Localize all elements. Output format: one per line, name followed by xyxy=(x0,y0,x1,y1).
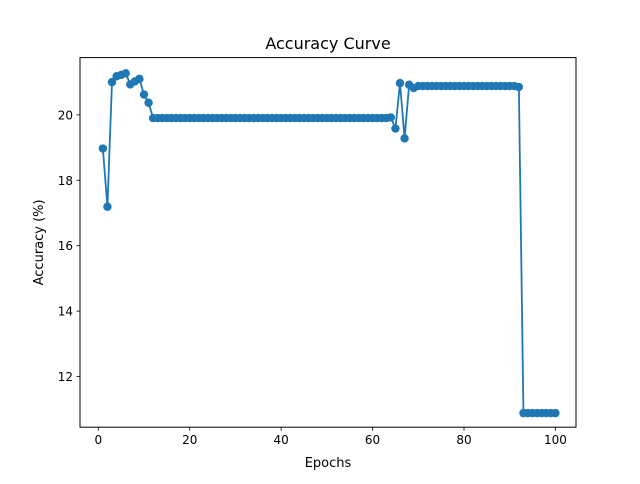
y-tick-label: 16 xyxy=(58,239,73,253)
data-point xyxy=(386,113,396,122)
x-axis-ticks: 0 20 40 60 80 100 xyxy=(94,427,567,447)
series-layer xyxy=(98,69,560,418)
plot-frame xyxy=(79,57,577,428)
y-tick-label: 18 xyxy=(58,174,73,188)
data-point xyxy=(139,90,149,99)
data-point xyxy=(103,202,112,211)
data-point xyxy=(121,69,130,78)
data-point xyxy=(391,124,400,133)
data-point xyxy=(98,144,108,153)
x-tick-label: 80 xyxy=(456,433,471,447)
y-tick-label: 20 xyxy=(58,108,73,122)
x-axis-label: Epochs xyxy=(305,456,352,471)
data-point xyxy=(551,408,560,418)
data-point xyxy=(107,77,117,87)
x-tick-label: 0 xyxy=(94,433,102,447)
y-tick-label: 12 xyxy=(58,370,73,384)
x-tick-label: 60 xyxy=(365,433,380,447)
data-point xyxy=(135,74,144,84)
y-axis-ticks: 12 14 16 18 20 xyxy=(58,108,80,384)
data-point xyxy=(400,134,409,143)
y-axis-label: Accuracy (%) xyxy=(32,199,47,285)
data-point xyxy=(144,98,153,107)
data-point xyxy=(395,78,405,88)
x-tick-label: 20 xyxy=(182,433,197,447)
x-tick-label: 100 xyxy=(544,433,567,447)
chart-title: Accuracy Curve xyxy=(265,34,390,53)
x-tick-label: 40 xyxy=(274,433,289,447)
data-point xyxy=(514,82,524,92)
y-tick-label: 14 xyxy=(58,305,73,319)
